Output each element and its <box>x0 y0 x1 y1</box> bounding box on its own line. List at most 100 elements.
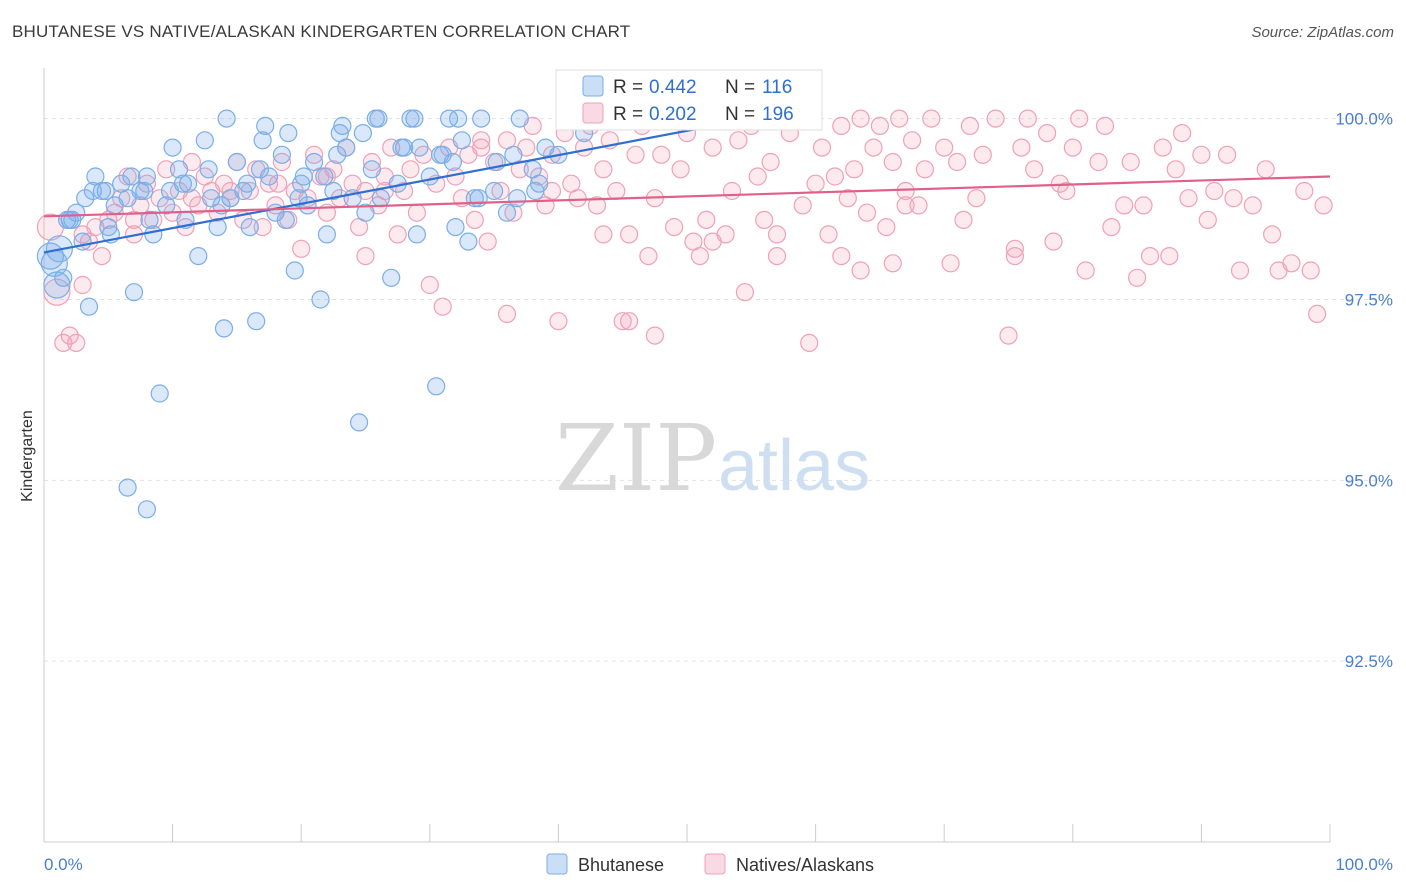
bhutanese-point <box>446 218 465 237</box>
bhutanese-point <box>178 174 198 193</box>
bhutanese-point <box>76 189 95 208</box>
natives-point <box>664 218 684 237</box>
bhutanese-point <box>526 181 545 201</box>
natives-point <box>472 131 491 150</box>
natives-point <box>1037 124 1057 143</box>
natives-point <box>1070 109 1089 128</box>
axes <box>43 68 1331 843</box>
natives-point <box>1314 196 1333 215</box>
natives-point <box>594 160 613 179</box>
bhutanese-point <box>362 160 381 179</box>
natives-point <box>761 152 780 172</box>
bhutanese-point <box>443 152 462 172</box>
bhutanese-point <box>195 131 214 150</box>
bhutanese-point <box>253 131 272 150</box>
natives-point <box>1256 160 1275 179</box>
bhutanese-point <box>407 225 426 244</box>
bhutanese-point <box>202 189 221 208</box>
stats-r-value-natives: 0.202 <box>649 104 697 125</box>
natives-point <box>767 247 787 266</box>
natives-point <box>890 109 909 128</box>
legend-label-natives: Natives/Alaskans <box>736 855 874 875</box>
bhutanese-point <box>305 152 324 172</box>
natives-point <box>915 160 935 179</box>
natives-point <box>690 247 710 266</box>
natives-point <box>144 210 163 229</box>
natives-point <box>703 232 722 251</box>
natives-point <box>1127 268 1147 287</box>
natives-point <box>1063 138 1082 157</box>
natives-point <box>1102 218 1121 237</box>
bhutanese-point <box>83 181 103 201</box>
natives-point <box>60 326 79 345</box>
natives-point <box>1172 124 1192 143</box>
natives-point <box>549 312 568 331</box>
natives-point <box>529 167 549 186</box>
bhutanese-point <box>150 384 169 403</box>
natives-point <box>112 189 131 208</box>
stats-r-label-1: R = <box>613 77 643 98</box>
natives-point <box>1224 189 1243 208</box>
natives-point <box>909 196 928 215</box>
bhutanese-point <box>169 160 189 179</box>
stats-legend: R = 0.442 N = 116 R = 0.202 N = 196 <box>555 69 823 131</box>
natives-point <box>812 138 832 157</box>
bhutanese-point <box>350 413 369 432</box>
bhutanese-point <box>124 283 144 302</box>
natives-point <box>851 109 870 128</box>
natives-point <box>877 218 896 237</box>
bhutanese-point <box>459 232 478 251</box>
stats-n-label-2: N = <box>725 104 755 125</box>
natives-point <box>973 145 992 164</box>
natives-point <box>253 218 272 237</box>
bhutanese-point <box>420 167 439 186</box>
natives-point <box>735 283 755 302</box>
bhutanese-point <box>137 167 156 186</box>
y-tick-label: 92.5% <box>1345 652 1393 671</box>
natives-point <box>118 167 137 186</box>
bhutanese-point <box>279 124 298 143</box>
trend-lines <box>43 117 1331 254</box>
x-tick-label-start: 0.0% <box>44 855 83 874</box>
natives-point <box>864 138 883 157</box>
natives-point <box>1307 304 1327 323</box>
bhutanese-point <box>449 109 468 128</box>
natives-point <box>619 225 639 244</box>
natives-point <box>1076 261 1095 280</box>
natives-point <box>947 152 967 172</box>
natives-point <box>465 210 484 229</box>
bhutanese-point <box>366 109 385 128</box>
bhutanese-point <box>189 247 208 266</box>
bhutanese-point <box>54 268 73 287</box>
y-tick-label: 97.5% <box>1345 290 1393 309</box>
bhutanese-point <box>276 210 295 229</box>
tick-labels: 100.0% 97.5% 95.0% 92.5% 0.0% 100.0% <box>44 110 1393 874</box>
natives-point <box>491 181 510 201</box>
natives-point <box>67 333 86 352</box>
bhutanese-point <box>238 174 257 193</box>
bhutanese-point <box>452 131 471 150</box>
bhutanese-point <box>135 181 154 201</box>
natives-point <box>883 254 902 273</box>
natives-point <box>568 189 587 208</box>
bhutanese-point <box>199 160 218 179</box>
natives-point <box>645 326 665 345</box>
watermark-atlas: atlas <box>718 426 870 506</box>
natives-point <box>137 174 156 193</box>
natives-point <box>407 203 426 222</box>
y-axis-label: Kindergarten <box>19 410 36 502</box>
bhutanese-point <box>410 138 429 157</box>
bhutanese-point <box>469 189 488 208</box>
natives-point <box>1179 189 1198 208</box>
natives-point <box>1153 138 1172 157</box>
natives-point <box>838 189 857 208</box>
natives-point <box>960 116 980 136</box>
bhutanese-point <box>227 152 246 172</box>
natives-point <box>639 247 658 266</box>
bhutanese-point <box>311 290 330 309</box>
natives-point <box>755 210 774 229</box>
chart-title: BHUTANESE VS NATIVE/ALASKAN KINDERGARTEN… <box>12 22 631 41</box>
natives-point <box>896 181 915 201</box>
chart-source: Source: ZipAtlas.com <box>1251 24 1394 41</box>
natives-point <box>92 247 112 266</box>
